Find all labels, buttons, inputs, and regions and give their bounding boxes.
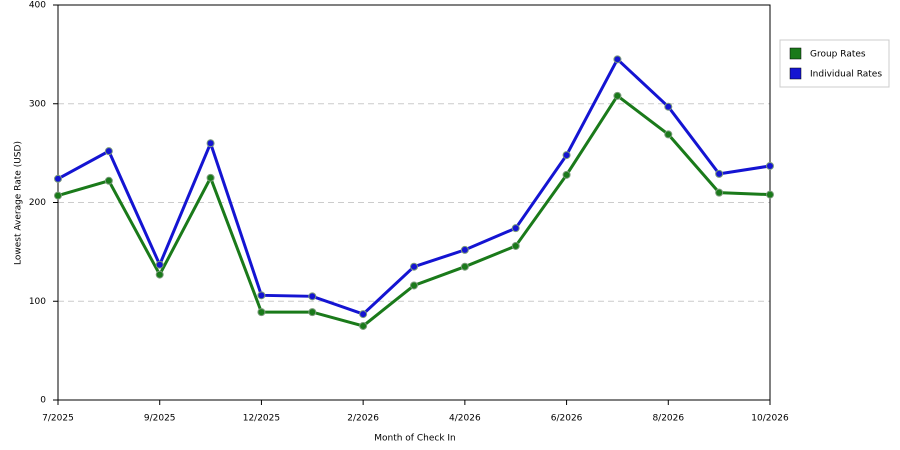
x-tick-label: 6/2026 [551, 414, 583, 424]
point [206, 173, 215, 182]
x-tick-label: 8/2026 [652, 414, 684, 424]
point [308, 308, 317, 317]
point [664, 130, 673, 139]
x-tick-label: 7/2025 [42, 414, 74, 424]
legend-box [779, 39, 890, 88]
point [613, 55, 622, 64]
legend-label: Individual Rates [810, 70, 882, 80]
point [562, 170, 571, 179]
point [308, 292, 317, 301]
point [54, 191, 62, 200]
point [257, 291, 266, 300]
legend-swatch [789, 47, 802, 60]
plot-frame [57, 4, 771, 401]
point [104, 147, 113, 156]
point [104, 176, 113, 185]
point [410, 262, 418, 271]
point [511, 241, 520, 250]
y-tick-label: 100 [29, 297, 46, 307]
point [359, 321, 368, 330]
x-tick-label: 10/2026 [751, 414, 789, 424]
point [155, 270, 164, 279]
point [664, 102, 673, 111]
y-tick-label: 200 [29, 198, 46, 208]
point [54, 174, 62, 183]
point [715, 188, 724, 197]
x-tick-label: 9/2025 [144, 414, 176, 424]
y-axis-label: Lowest Average Rate (USD) [14, 141, 24, 265]
point [766, 161, 774, 170]
point [257, 308, 266, 317]
point [359, 310, 368, 319]
x-tick-label: 4/2026 [449, 414, 481, 424]
point [206, 139, 215, 148]
x-tick-label: 2/2026 [347, 414, 379, 424]
x-tick-label: 12/2025 [243, 414, 280, 424]
point [613, 91, 622, 100]
legend-swatch [789, 67, 802, 80]
point [460, 245, 469, 254]
legend-label: Group Rates [810, 50, 866, 60]
point [715, 169, 724, 178]
x-axis-label: Month of Check In [374, 434, 456, 444]
point [562, 151, 571, 160]
point [155, 260, 164, 269]
y-tick-label: 0 [40, 396, 46, 406]
point [410, 281, 418, 290]
point [460, 262, 469, 271]
point [766, 190, 774, 199]
point [511, 224, 520, 233]
y-tick-label: 400 [29, 1, 46, 11]
y-tick-label: 300 [29, 99, 46, 109]
